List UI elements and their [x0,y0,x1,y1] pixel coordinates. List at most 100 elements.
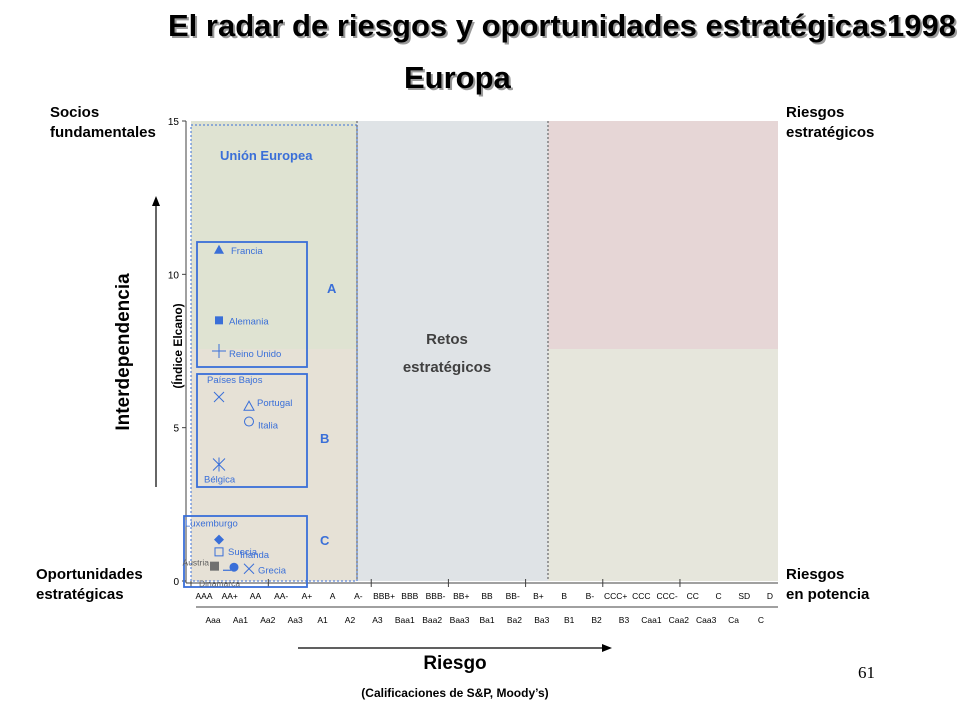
y-axis-label: Interdependencia [113,273,134,431]
x-tick-label-sp: CC [687,591,699,601]
group-a-label: A [327,281,337,296]
center-label-line1: Retos [426,331,468,348]
corner-bottom-right: Riesgos en potencia [786,565,869,605]
corner-top-right-line2: estratégicos [786,124,875,141]
region-strategic-challenges [357,121,548,581]
x-tick-label-sp: BB [481,591,493,601]
point-belgica: Bélgica [204,457,236,485]
point-francia-label: Francia [231,246,263,257]
x-tick-label-moodys: Baa3 [450,615,470,625]
x-tick-label-sp: AA+ [222,591,238,601]
x-tick-label-sp: B+ [533,591,544,601]
point-francia: Francia [214,244,263,257]
point-grecia-label: Grecia [258,566,287,577]
point-belgica-label: Bélgica [204,474,236,485]
point-reino-unido-label: Reino Unido [229,349,281,360]
x-tick-label-sp: CCC+ [604,591,627,601]
x-tick-label-moodys: Aa3 [288,615,303,625]
x-tick-label-sp: BBB- [426,591,446,601]
x-tick-label-moodys: Baa2 [422,615,442,625]
x-tick-label-moodys: Aaa [205,615,220,625]
x-tick-label-moodys: Caa1 [641,615,662,625]
point-portugal: Portugal [243,398,292,411]
group-b-label: B [320,431,329,446]
x-tick-label-sp: B [561,591,567,601]
point-dinamarca-label: Dinamarca [199,578,240,588]
x-tick-label-moodys: Ba2 [507,615,522,625]
x-tick-label-sp: BB- [506,591,520,601]
x-ticks-moodys: Aaa Aa1 Aa2 Aa3 A1 A2 A3 Baa1 Baa2 Baa3 Ba1 Ba2 Ba3 B… [205,615,764,625]
x-tick-label-sp: AA [250,591,262,601]
point-suecia-label: Suecia [228,547,258,558]
point-italia: Italia [244,416,279,432]
x-tick-label-sp: AA- [274,591,288,601]
eu-boundary [190,124,358,582]
region-eu-upper [191,121,357,349]
point-alemania: Alemania [215,316,269,327]
point-portugal-label: Portugal [257,398,292,409]
point-reino-unido: Reino Unido [212,344,281,360]
corner-bottom-right-line2: en potencia [786,586,870,603]
x-tick-label-sp: BB+ [453,591,469,601]
point-luxemburgo: Luxemburgo [185,519,238,545]
x-tick-label-sp: B- [586,591,595,601]
x-tick-label-sp: AAA [195,591,212,601]
y-tick-label: 15 [168,117,180,128]
group-a-box [196,241,308,368]
x-tick-label-sp: A+ [302,591,313,601]
y-tick-label: 0 [173,577,179,588]
x-tick-label-moodys: Ba3 [534,615,549,625]
point-irlanda-label: Irlanda [240,550,270,561]
x-tick-label-sp: BBB [401,591,418,601]
point-alemania-label: Alemania [229,316,269,327]
x-tick-label-moodys: Ca [728,615,739,625]
corner-bottom-left-line1: Oportunidades [36,566,143,583]
y-tick-label: 5 [173,424,179,435]
y-axis-arrowhead [152,196,160,206]
corner-top-left-line2: fundamentales [50,124,156,141]
x-tick-label-sp: SD [738,591,750,601]
x-tick-label-moodys: C [758,615,764,625]
point-dinamarca: Dinamarca [199,569,240,588]
eu-label: Unión Europea [220,148,313,163]
x-ticks-sp: AAA AA+ AA AA- A+ A A- BBB+ BBB BBB- BB+ BB BB- B+ B B-… [190,579,773,601]
corner-top-right-line1: Riesgos [786,104,845,121]
group-b-box [196,373,308,488]
region-potential-risks [548,349,778,581]
x-tick-label-sp: CCC [632,591,650,601]
x-tick-label-moodys: Ba1 [479,615,494,625]
group-c-box [183,515,308,588]
chart-year: 1998 [887,8,956,43]
region-strategic-risks [548,121,778,349]
center-label-line2: estratégicos [403,359,491,376]
point-italia-label: Italia [258,421,279,432]
corner-top-left-line1: Socios [50,104,100,121]
x-tick-label-sp: A [330,591,336,601]
point-grecia: Grecia [243,563,287,577]
chart-subtitle: Europa [404,60,511,95]
x-tick-label-moodys: A2 [345,615,356,625]
y-ticks: 0 5 10 15 [168,117,186,588]
x-tick-label-moodys: Caa2 [669,615,690,625]
point-suecia: Suecia [214,547,258,558]
corner-bottom-left-line2: estratégicas [36,586,124,603]
x-tick-label-moodys: B3 [619,615,630,625]
x-tick-label-moodys: A1 [317,615,328,625]
x-tick-label-moodys: A3 [372,615,383,625]
point-austria: Austria [183,558,219,571]
x-tick-label-sp: BBB+ [373,591,395,601]
point-austria-label: Austria [183,558,210,568]
x-axis-arrowhead [602,644,612,652]
point-irlanda: Irlanda [229,550,270,572]
x-tick-label-sp: A- [354,591,363,601]
y-axis-sublabel: (Índice Elcano) [170,303,185,388]
y-tick-label: 10 [168,270,180,281]
x-tick-label-moodys: Caa3 [696,615,717,625]
corner-top-right: Riesgos estratégicos [786,103,874,143]
point-paises-bajos-label: Países Bajos [207,375,263,386]
group-c-label: C [320,533,330,548]
corner-top-left: Socios fundamentales [50,103,156,143]
data-points: Francia Alemania Reino Unido Países Bajos Po… [183,244,292,588]
page-number: 61 [858,663,875,682]
